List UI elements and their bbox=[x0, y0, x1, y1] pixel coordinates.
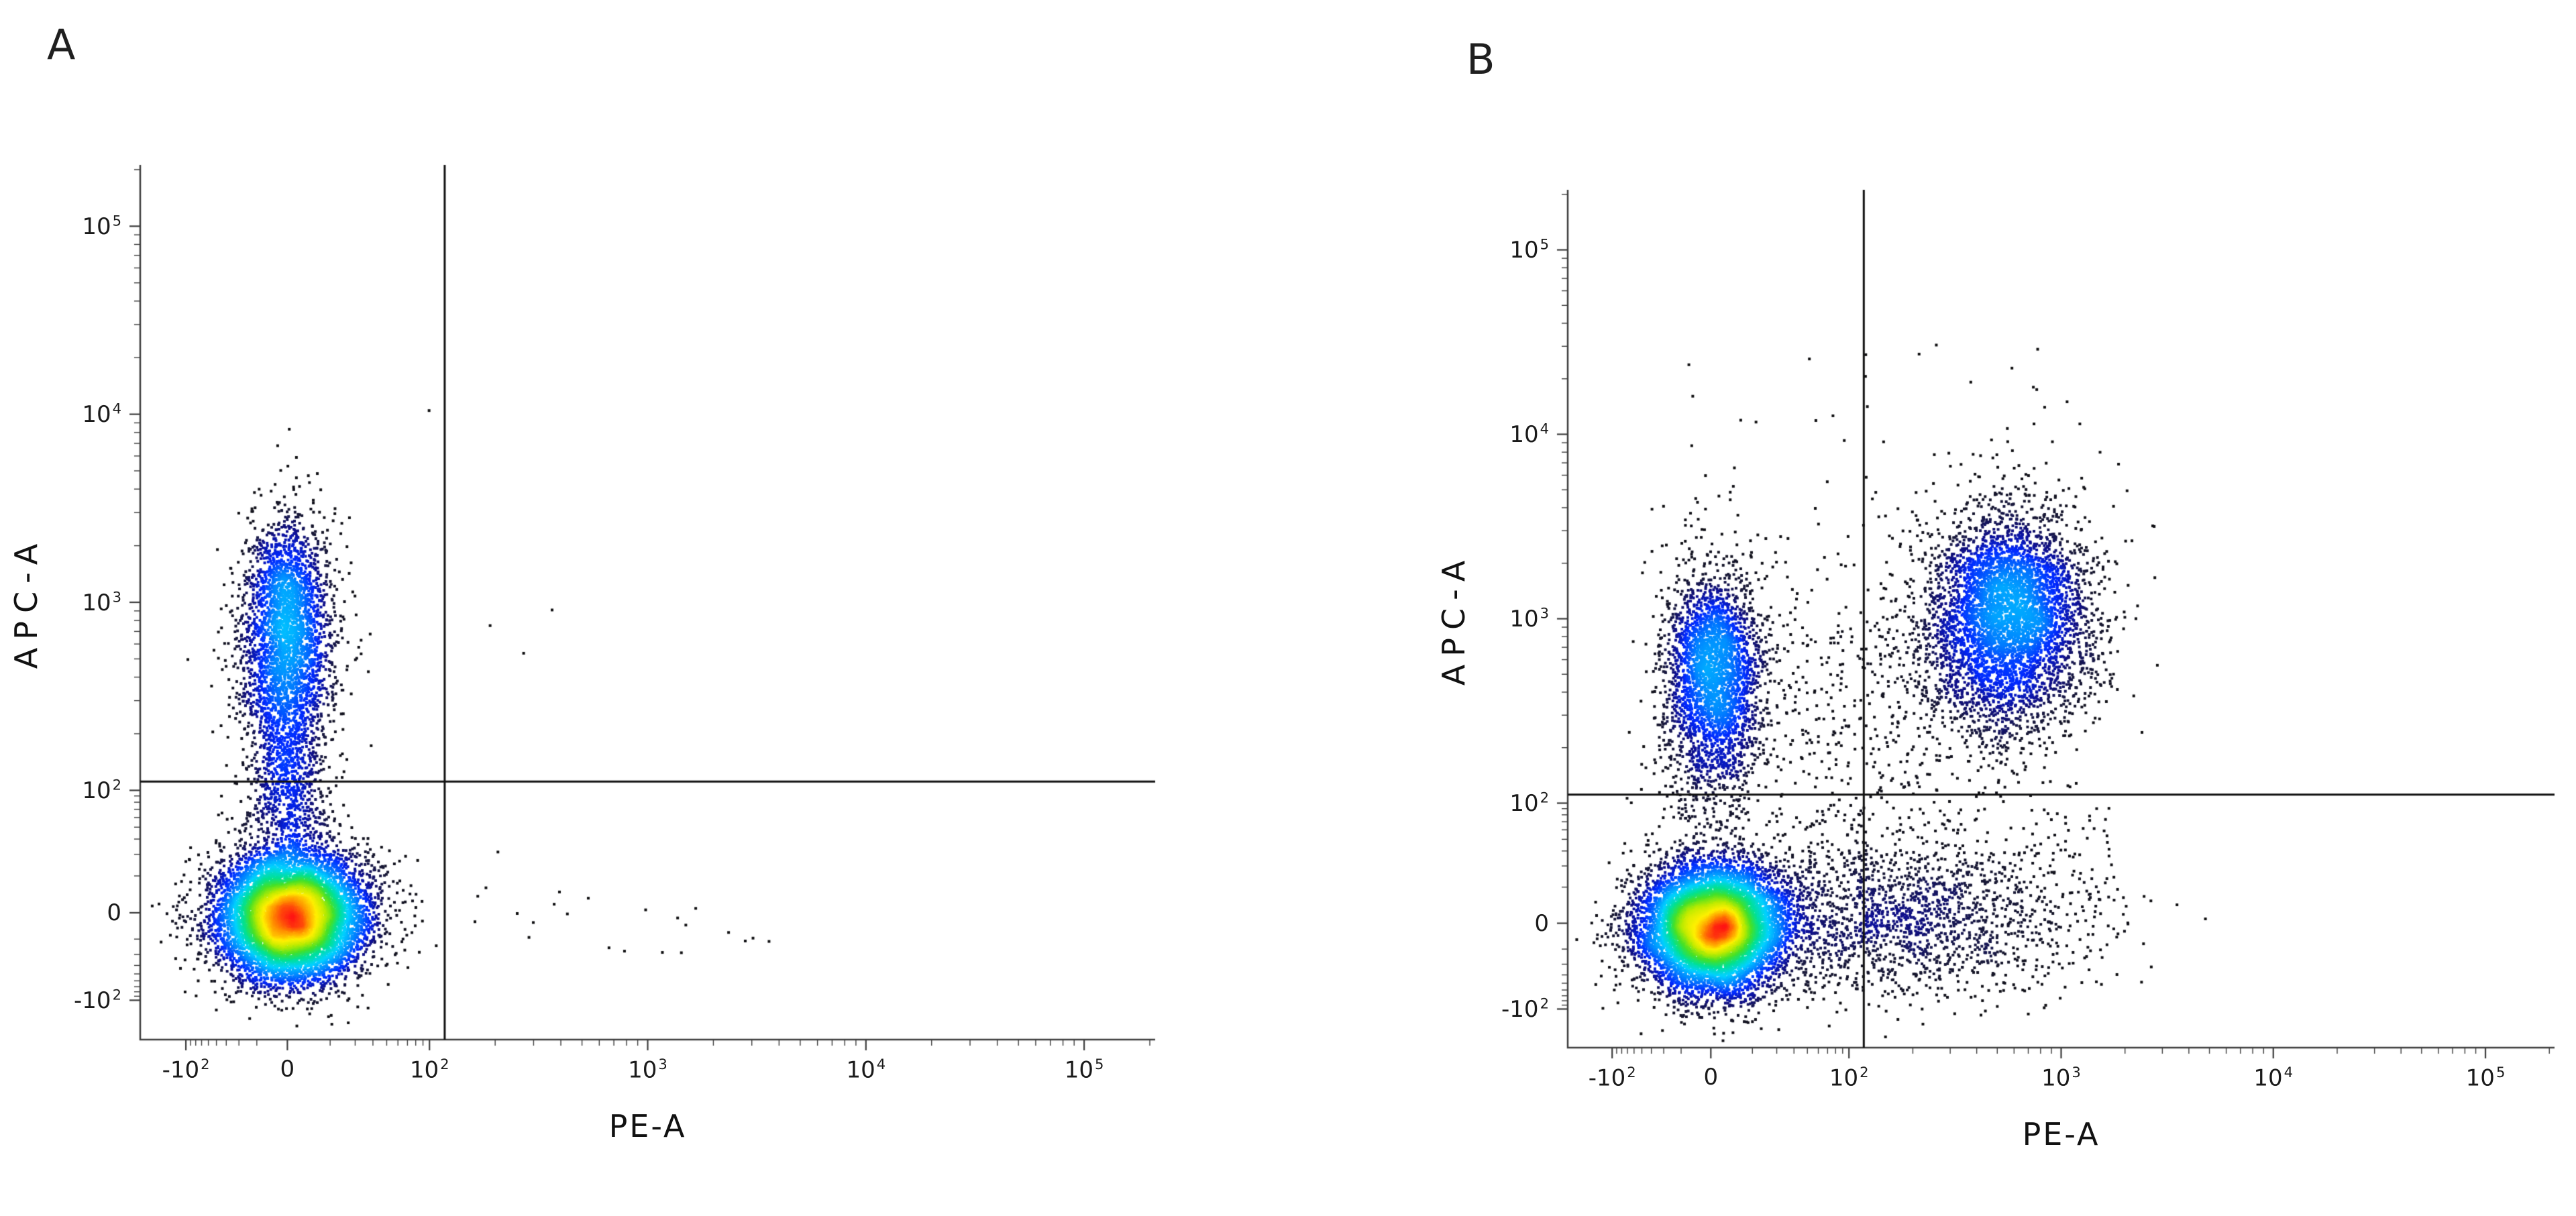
panel-a-label: A bbox=[47, 20, 76, 69]
x-tick-label: 103 bbox=[2041, 1064, 2081, 1092]
flow-plot-b: -102 0 102 103 104 105 -102 0 102 103 104 105 APC-… bbox=[1436, 180, 2563, 1152]
y-tick-labels-a: -102 0 102 103 104 105 bbox=[28, 165, 121, 1040]
y-tick-label: 0 bbox=[1534, 909, 1549, 937]
x-tick-label: -102 bbox=[1588, 1064, 1636, 1092]
y-tick-label: -102 bbox=[74, 986, 121, 1014]
y-tick-label: 0 bbox=[107, 899, 121, 926]
x-tick-label: 104 bbox=[846, 1056, 886, 1084]
flow-scatter-canvas-b bbox=[1525, 180, 2563, 1101]
y-axis-label-wrap-b: APC-A bbox=[1430, 190, 1477, 1048]
x-tick-label: 105 bbox=[1064, 1056, 1104, 1084]
x-tick-label: 0 bbox=[280, 1056, 295, 1083]
flow-scatter-canvas-a bbox=[97, 156, 1163, 1093]
x-axis-label-b: PE-A bbox=[2022, 1116, 2100, 1152]
y-tick-label: -102 bbox=[1501, 995, 1549, 1024]
y-tick-label: 105 bbox=[82, 212, 121, 240]
y-tick-label: 102 bbox=[82, 776, 121, 805]
x-tick-label: 104 bbox=[2253, 1064, 2294, 1092]
x-tick-label: -102 bbox=[162, 1056, 210, 1084]
panel-b-label: B bbox=[1466, 35, 1495, 84]
y-axis-label-b: APC-A bbox=[1436, 552, 1472, 685]
x-tick-labels-b: -102 0 102 103 104 105 bbox=[1568, 1064, 2555, 1111]
y-tick-labels-b: -102 0 102 103 104 105 bbox=[1455, 190, 1549, 1048]
y-tick-label: 104 bbox=[82, 400, 121, 429]
x-axis-label-a: PE-A bbox=[608, 1108, 687, 1144]
y-tick-label: 103 bbox=[82, 588, 121, 616]
y-tick-label: 104 bbox=[1509, 420, 1549, 449]
x-tick-label: 105 bbox=[2465, 1064, 2506, 1092]
x-tick-label: 0 bbox=[1703, 1064, 1719, 1091]
x-tick-label: 102 bbox=[1829, 1064, 1869, 1092]
x-tick-label: 103 bbox=[628, 1056, 667, 1084]
y-tick-label: 105 bbox=[1509, 235, 1549, 264]
y-tick-label: 103 bbox=[1509, 604, 1549, 633]
y-tick-label: 102 bbox=[1509, 789, 1549, 818]
flow-plot-a: -102 0 102 103 104 105 -102 0 102 103 104 105 APC-… bbox=[8, 156, 1163, 1144]
x-tick-labels-a: -102 0 102 103 104 105 bbox=[140, 1056, 1155, 1103]
x-tick-label: 102 bbox=[409, 1056, 449, 1084]
